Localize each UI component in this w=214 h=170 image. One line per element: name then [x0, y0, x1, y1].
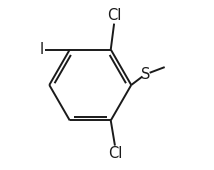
Text: S: S [141, 67, 150, 82]
Text: I: I [40, 42, 44, 57]
Text: Cl: Cl [107, 8, 121, 23]
Text: Cl: Cl [108, 146, 122, 161]
